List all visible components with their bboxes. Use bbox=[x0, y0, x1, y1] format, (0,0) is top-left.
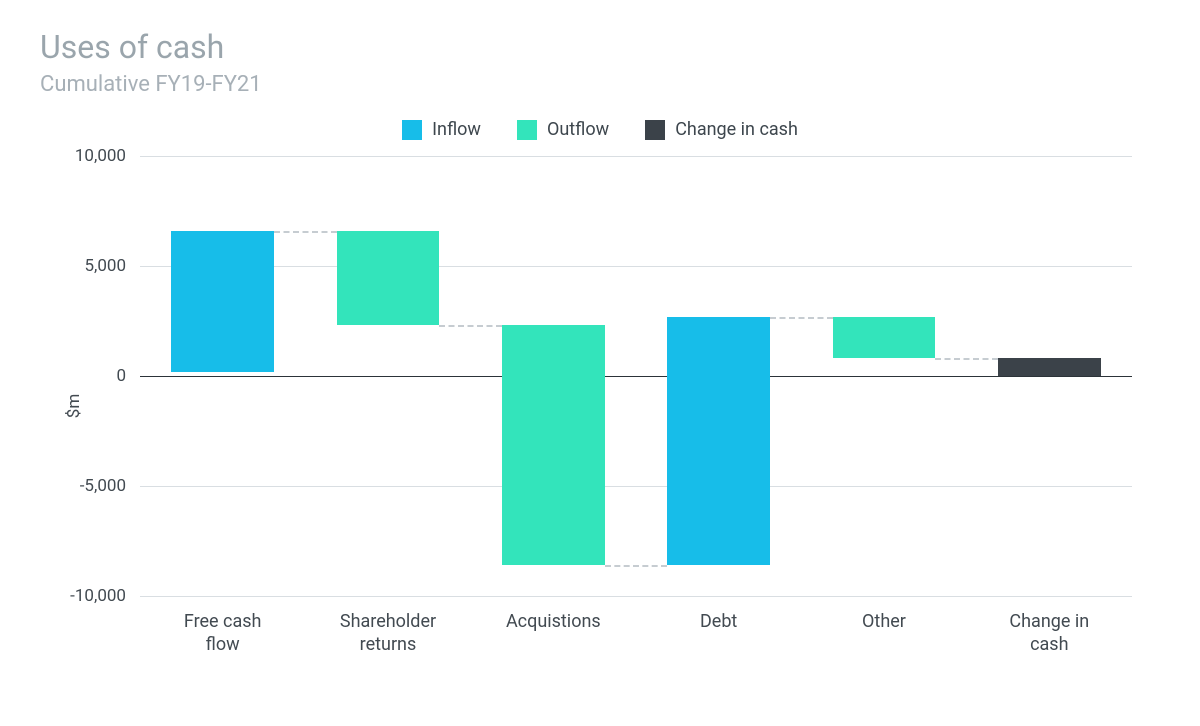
x-axis-label: Free cash flow bbox=[140, 610, 305, 657]
waterfall-chart: Uses of cash Cumulative FY19-FY21 Inflow… bbox=[0, 0, 1200, 726]
legend-label: Outflow bbox=[547, 119, 609, 140]
plot-area: -10,000-5,00005,00010,000 bbox=[140, 156, 1132, 596]
connector-line bbox=[274, 231, 337, 233]
bar-inflow bbox=[171, 231, 274, 372]
x-axis-label: Other bbox=[801, 610, 966, 657]
legend-item-inflow: Inflow bbox=[402, 119, 481, 140]
bar-inflow bbox=[667, 317, 770, 566]
grid-line bbox=[140, 486, 1132, 487]
bar-outflow bbox=[502, 325, 605, 565]
y-axis-title: $m bbox=[64, 156, 84, 657]
legend-label: Change in cash bbox=[675, 119, 798, 140]
grid-line bbox=[140, 596, 1132, 597]
ytick-label: 0 bbox=[116, 366, 126, 386]
swatch-icon bbox=[517, 120, 537, 140]
grid-line bbox=[140, 156, 1132, 157]
x-axis-label: Acquistions bbox=[471, 610, 636, 657]
x-axis-label: Shareholder returns bbox=[305, 610, 470, 657]
legend-item-change: Change in cash bbox=[645, 119, 798, 140]
swatch-icon bbox=[645, 120, 665, 140]
ytick-label: 5,000 bbox=[84, 256, 126, 276]
bar-outflow bbox=[833, 317, 936, 359]
chart-title: Uses of cash bbox=[40, 28, 1160, 66]
connector-line bbox=[605, 565, 668, 567]
legend: Inflow Outflow Change in cash bbox=[40, 119, 1160, 140]
ytick-label: -5,000 bbox=[80, 476, 126, 496]
ytick-label: -10,000 bbox=[70, 586, 126, 606]
bar-outflow bbox=[337, 231, 440, 326]
bar-change bbox=[998, 358, 1101, 376]
x-axis-label: Debt bbox=[636, 610, 801, 657]
legend-item-outflow: Outflow bbox=[517, 119, 609, 140]
legend-label: Inflow bbox=[432, 119, 481, 140]
ytick-label: 10,000 bbox=[75, 146, 126, 166]
zero-line bbox=[140, 376, 1132, 377]
grid-line bbox=[140, 266, 1132, 267]
connector-line bbox=[935, 358, 998, 360]
x-axis-label: Change in cash bbox=[967, 610, 1132, 657]
x-axis-labels: Free cash flowShareholder returnsAcquist… bbox=[140, 610, 1132, 657]
connector-line bbox=[439, 325, 502, 327]
connector-line bbox=[770, 317, 833, 319]
swatch-icon bbox=[402, 120, 422, 140]
chart-subtitle: Cumulative FY19-FY21 bbox=[40, 72, 1160, 97]
